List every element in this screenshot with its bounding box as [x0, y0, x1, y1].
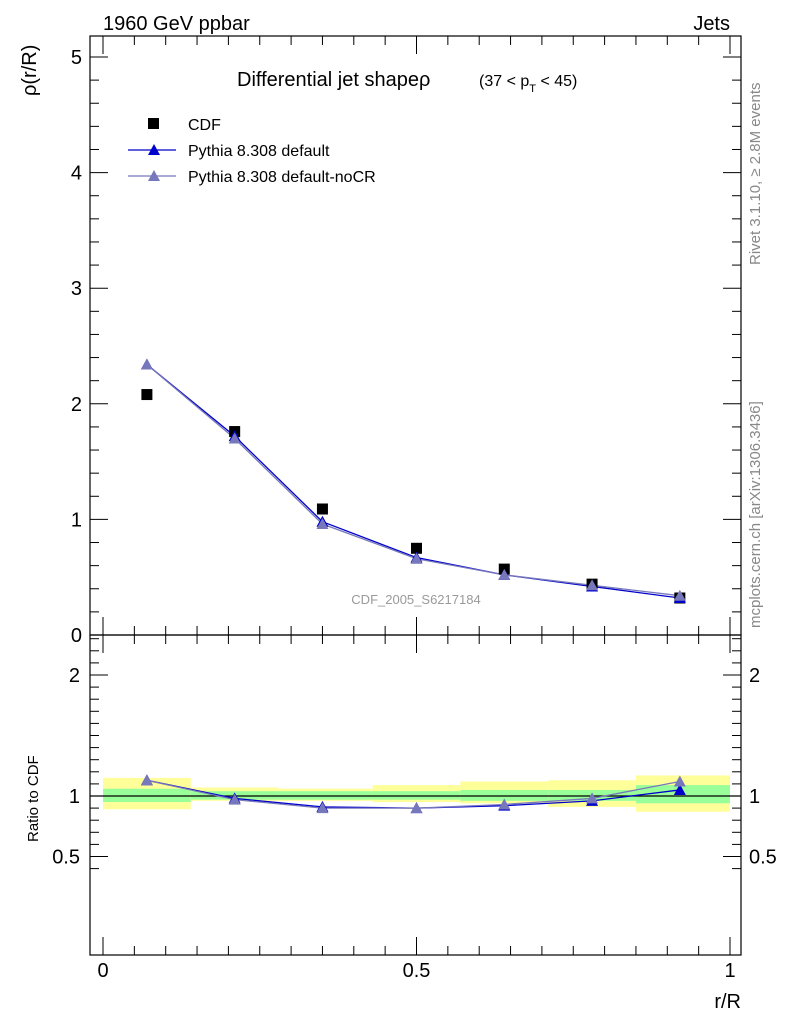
mcplots-reference-label: mcplots.cern.ch [arXiv:1306.3436] [747, 401, 764, 628]
ratio-plot-panel: 0.5 0.5 1 1 2 2 0 0.5 1 Ratio to CDF r/R [25, 634, 777, 1013]
main-title: Differential jet shapeρ [237, 69, 430, 91]
ratio-data-point [228, 793, 241, 805]
main-y-tick-label: 4 [71, 163, 82, 185]
cdf-data-point [141, 389, 153, 401]
x-tick-label: 0.5 [403, 960, 431, 982]
legend-item-cdf: CDF [148, 117, 221, 134]
ratio-band-inner [372, 791, 461, 800]
header-left: 1960 GeV ppbar [103, 13, 250, 35]
legend-marker-triangle-default [148, 144, 160, 155]
ratio-y-tick-label-right: 1 [749, 786, 760, 808]
ratio-data-point [586, 792, 599, 804]
ratio-data-point [673, 775, 686, 787]
main-axis-ticks: 0 1 2 3 4 5 [71, 36, 741, 647]
main-y-tick-label: 5 [71, 47, 82, 69]
legend-item-pythia-nocr: Pythia 8.308 default-noCR [128, 169, 376, 186]
ratio-data-series [140, 774, 686, 814]
pythia-data-point [586, 579, 599, 591]
pythia-data-point [316, 518, 329, 530]
ratio-axis-ticks: 0.5 0.5 1 1 2 2 0 0.5 1 [52, 635, 777, 982]
main-y-tick-label: 2 [71, 394, 82, 416]
ratio-data-point [140, 774, 153, 786]
ratio-band-inner [103, 788, 191, 803]
ratio-data-point [498, 798, 511, 810]
title-range-pre: (37 < p [479, 73, 529, 90]
pythia-data-point [673, 589, 686, 601]
x-axis-label: r/R [714, 991, 741, 1013]
main-plot-panel: Differential jet shapeρ (37 < pT < 45) ρ… [19, 35, 742, 647]
legend-label-pythia-nocr: Pythia 8.308 default-noCR [188, 169, 376, 186]
ratio-y-tick-label-left: 1 [69, 786, 80, 808]
x-tick-label: 0 [97, 960, 108, 982]
ratio-y-axis-label: Ratio to CDF [25, 755, 42, 842]
main-data-series [140, 358, 686, 604]
pythia-data-point [410, 552, 423, 564]
legend-item-pythia-default: Pythia 8.308 default [128, 143, 330, 160]
main-y-tick-label: 1 [71, 509, 82, 531]
ratio-data-point [316, 802, 329, 814]
cdf-data-point [316, 503, 328, 515]
pythia-data-point [228, 432, 241, 444]
legend-label-pythia-default: Pythia 8.308 default [188, 143, 330, 160]
rivet-version-label: Rivet 3.1.10, ≥ 2.8M events [747, 83, 764, 266]
title-range-sub: T [529, 83, 536, 95]
ratio-y-tick-label-left: 0.5 [52, 847, 80, 869]
main-y-axis-label: ρ(r/R) [19, 45, 41, 96]
ratio-plot-frame [89, 634, 742, 956]
ratio-band-inner [278, 791, 373, 800]
cdf-data-point [411, 542, 422, 554]
main-y-tick-label: 0 [71, 625, 82, 647]
ratio-y-tick-label-right: 2 [749, 665, 760, 687]
legend: CDF Pythia 8.308 default Pythia 8.308 de… [128, 117, 376, 186]
legend-marker-triangle-nocr [148, 170, 160, 181]
ratio-y-tick-label-left: 2 [69, 665, 80, 687]
ratio-band-inner [460, 789, 549, 801]
main-title-range: (37 < pT < 45) [479, 73, 577, 95]
pythia-data-point [140, 358, 153, 370]
x-tick-label: 1 [724, 960, 735, 982]
ratio-y-tick-label-right: 0.5 [749, 847, 777, 869]
header-right: Jets [693, 13, 730, 35]
legend-label-cdf: CDF [188, 117, 221, 134]
main-y-tick-label: 3 [71, 278, 82, 300]
ratio-data-point [410, 802, 423, 814]
title-range-post: < 45) [536, 73, 577, 90]
pythia-data-point [498, 568, 511, 580]
ratio-data-point [673, 783, 686, 795]
watermark-analysis-id: CDF_2005_S6217184 [351, 592, 480, 607]
legend-marker-square [148, 118, 159, 129]
